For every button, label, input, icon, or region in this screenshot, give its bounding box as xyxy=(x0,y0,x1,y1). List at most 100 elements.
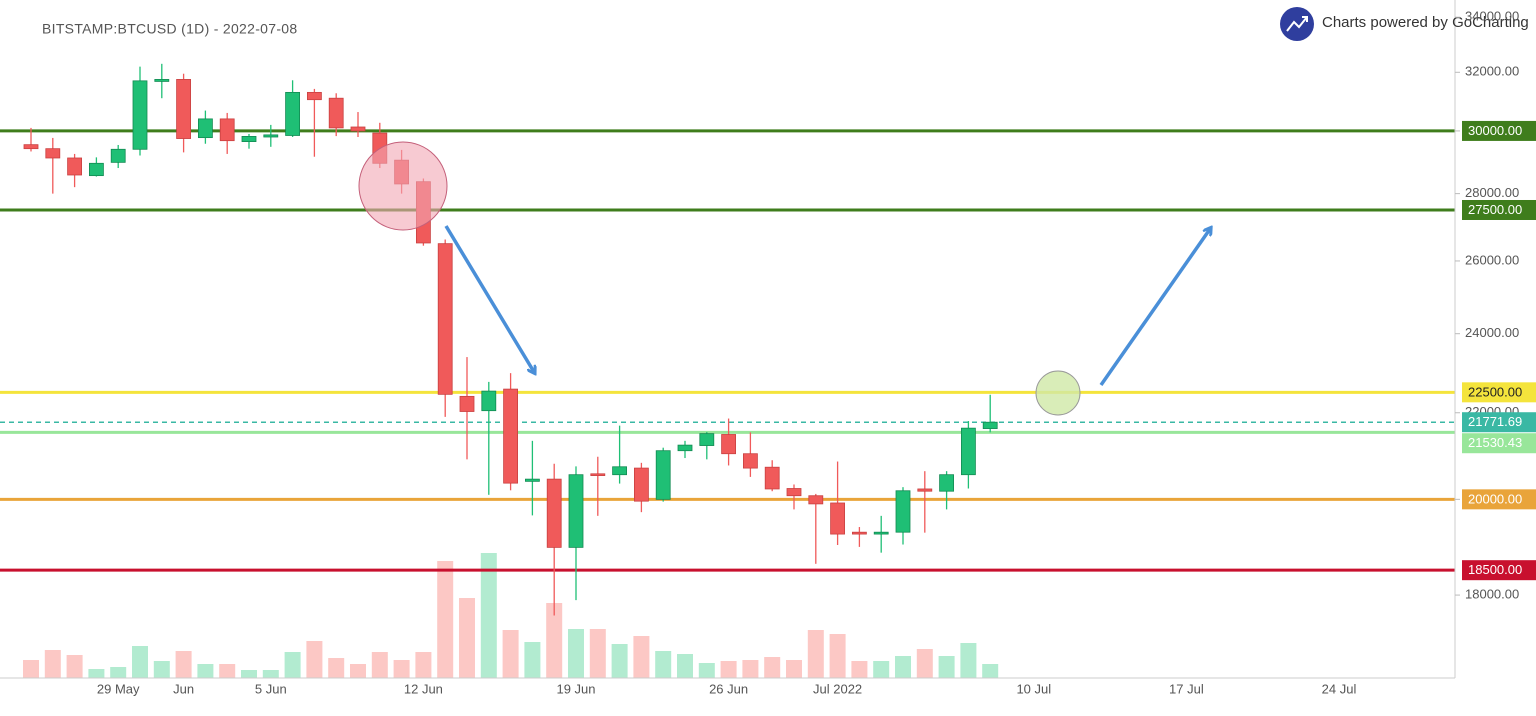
level-label: 21771.69 xyxy=(1468,414,1522,429)
level-label: 30000.00 xyxy=(1468,123,1522,138)
candle-body xyxy=(241,136,257,142)
x-tick-label: Jun xyxy=(173,681,194,696)
candle-body xyxy=(764,466,780,490)
candle-body xyxy=(808,495,824,505)
volume-bar xyxy=(960,643,977,678)
x-tick-label: 10 Jul xyxy=(1016,681,1051,696)
candle-body xyxy=(110,148,126,163)
candle-body xyxy=(939,474,954,492)
target-circle xyxy=(1035,370,1081,416)
level-label-box xyxy=(1462,120,1536,141)
y-tick-label: 26000.00 xyxy=(1465,252,1519,267)
y-tick-label: 32000.00 xyxy=(1465,64,1519,79)
level-layer xyxy=(0,129,1455,572)
candle-body xyxy=(132,80,148,150)
volume-bar xyxy=(350,664,366,678)
candle-body xyxy=(350,126,366,132)
volume-bar xyxy=(786,660,802,678)
level-label-box xyxy=(1462,489,1536,510)
volume-bar xyxy=(241,670,257,678)
volume-bar xyxy=(66,655,83,678)
volume-bar xyxy=(873,661,890,678)
volume-bar xyxy=(916,649,933,678)
candle-body xyxy=(634,467,649,502)
y-tick-label: 24000.00 xyxy=(1465,325,1519,340)
x-tick-label: 29 May xyxy=(97,681,140,696)
volume-bar xyxy=(132,646,148,678)
level-label: 27500.00 xyxy=(1468,202,1522,217)
candle-body xyxy=(219,118,235,142)
candle-body xyxy=(873,531,889,535)
volume-bar xyxy=(23,660,39,678)
volume-bar xyxy=(982,664,999,678)
candle-body xyxy=(154,79,170,82)
highlight-circle xyxy=(358,141,448,231)
candle-body xyxy=(721,434,736,455)
volume-bar xyxy=(611,644,628,678)
x-tick-label: 19 Jun xyxy=(556,681,595,696)
volume-bar xyxy=(175,651,192,678)
level-label-box xyxy=(1462,382,1536,403)
candle-body xyxy=(197,118,213,139)
volume-bar xyxy=(720,661,737,678)
volume-bar xyxy=(415,652,432,678)
level-label: 18500.00 xyxy=(1468,562,1522,577)
y-tick-label: 28000.00 xyxy=(1465,185,1519,200)
volume-bar xyxy=(633,636,650,678)
candle-body xyxy=(328,97,344,129)
candle-body xyxy=(285,91,301,136)
volume-bar xyxy=(851,661,868,678)
candle-body xyxy=(263,134,279,138)
volume-bar xyxy=(219,664,236,678)
candle-body xyxy=(459,395,475,412)
x-tick-label: 5 Jun xyxy=(255,681,287,696)
volume-bar xyxy=(807,630,824,678)
brand-logo-icon xyxy=(1286,16,1308,32)
candle-body xyxy=(852,531,867,535)
level-label-box xyxy=(1462,433,1536,454)
volume-bar xyxy=(437,561,454,678)
volume-bar xyxy=(895,656,911,678)
volume-bar xyxy=(764,657,781,678)
volume-bar xyxy=(197,664,214,678)
x-tick-label: Jul 2022 xyxy=(813,681,862,696)
candle-body xyxy=(961,427,976,476)
candle-body xyxy=(895,490,911,533)
candle-body xyxy=(306,91,322,101)
candle-body xyxy=(437,243,453,395)
x-tick-label: 24 Jul xyxy=(1322,681,1357,696)
candle-body xyxy=(677,444,693,452)
level-label: 21530.43 xyxy=(1468,435,1522,450)
level-label-box xyxy=(1462,412,1536,433)
candle-body xyxy=(503,388,519,484)
volume-bar xyxy=(938,656,955,678)
chart-title: BITSTAMP:BTCUSD (1D) - 2022-07-08 xyxy=(42,21,297,37)
up-arrow xyxy=(1099,229,1210,387)
y-tick-label: 18000.00 xyxy=(1465,587,1519,602)
candle-body xyxy=(23,144,39,150)
volume-bar xyxy=(546,603,563,678)
level-label: 20000.00 xyxy=(1468,491,1522,506)
volume-bar xyxy=(829,634,846,678)
candle-body xyxy=(176,79,192,139)
candle-body xyxy=(89,162,104,177)
volume-bar xyxy=(371,652,388,678)
volume-bar xyxy=(502,630,519,678)
candle-body xyxy=(786,488,802,497)
candle-body xyxy=(699,433,715,446)
volume-bar xyxy=(459,598,475,678)
volume-bar xyxy=(153,661,170,678)
candle-body xyxy=(525,478,540,482)
volume-bar xyxy=(698,663,715,678)
watermark: Charts powered by GoCharting xyxy=(1322,14,1529,31)
x-tick-label: 26 Jun xyxy=(709,681,748,696)
volume-bar xyxy=(44,650,61,678)
candle-body xyxy=(546,478,562,548)
candle-body xyxy=(67,157,82,176)
y-tick-label: 34000.00 xyxy=(1465,9,1519,24)
candle-body xyxy=(917,488,933,492)
level-label-box xyxy=(1462,199,1536,220)
volume-bar xyxy=(480,553,497,678)
